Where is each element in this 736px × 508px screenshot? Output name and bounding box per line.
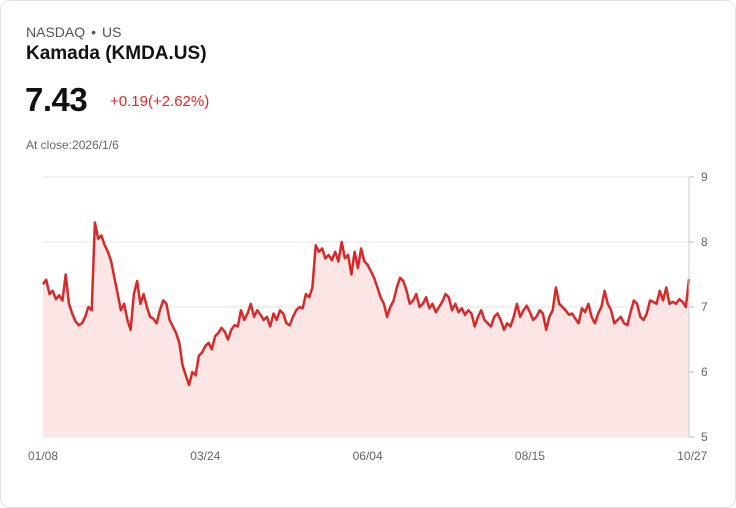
y-tick-label: 7 (701, 300, 708, 314)
price-change: +0.19(+2.62%) (110, 93, 210, 110)
y-tick-label: 8 (701, 235, 708, 249)
x-tick-label: 10/27 (677, 449, 707, 463)
x-tick-label: 08/15 (515, 449, 545, 463)
separator-dot: • (91, 24, 97, 40)
price-area-fill (43, 222, 689, 437)
x-tick-label: 01/08 (28, 449, 58, 463)
y-tick-label: 9 (701, 170, 708, 184)
y-tick-label: 5 (701, 430, 708, 444)
region-label: US (102, 24, 122, 40)
y-axis: 9 8 7 6 5 (688, 170, 708, 444)
close-date: 2026/1/6 (72, 138, 119, 152)
stock-name: Kamada (KMDA.US) (26, 43, 207, 64)
price-line[interactable] (41, 221, 691, 387)
exchange-line: NASDAQ • US (26, 24, 121, 40)
exchange-label: NASDAQ (26, 24, 86, 40)
close-prefix: At close: (26, 138, 73, 152)
x-axis: 01/08 03/24 06/04 08/15 10/27 (28, 449, 708, 463)
x-tick-label: 03/24 (190, 449, 220, 463)
close-info: At close:2026/1/6 (26, 138, 119, 152)
last-price: 7.43 (25, 81, 88, 118)
y-tick-label: 6 (701, 365, 708, 379)
x-tick-label: 06/04 (353, 449, 383, 463)
